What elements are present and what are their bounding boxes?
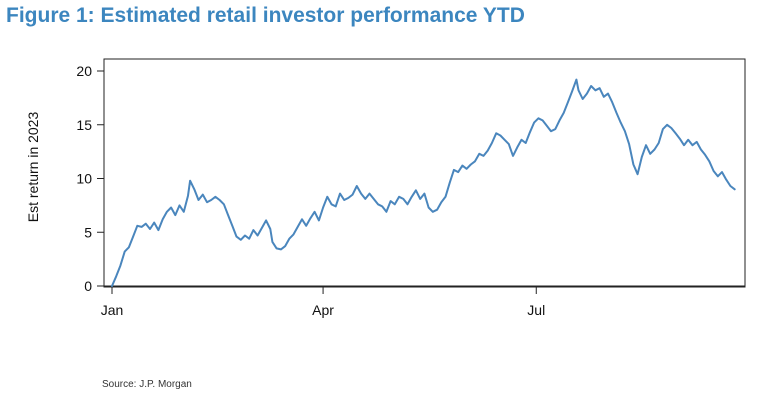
y-axis-label: Est return in 2023 <box>25 112 41 223</box>
plot-area <box>111 78 736 287</box>
plot-frame <box>103 58 746 288</box>
y-tick-label: 0 <box>84 278 92 294</box>
y-tick-label: 5 <box>84 224 92 240</box>
x-tick-label: Jan <box>101 302 124 318</box>
source-note: Source: J.P. Morgan <box>102 379 192 390</box>
chart-axes: 0 5 10 15 20 Jan Apr Jul Est return in 2023 <box>25 58 746 318</box>
x-tick-label: Jul <box>527 302 545 318</box>
y-tick-label: 15 <box>76 117 92 133</box>
chart-title: Figure 1: Estimated retail investor perf… <box>6 4 525 27</box>
x-tick-label: Apr <box>312 302 334 318</box>
y-tick-label: 10 <box>76 171 92 187</box>
y-tick-label: 20 <box>76 63 92 79</box>
series-line <box>111 78 736 287</box>
